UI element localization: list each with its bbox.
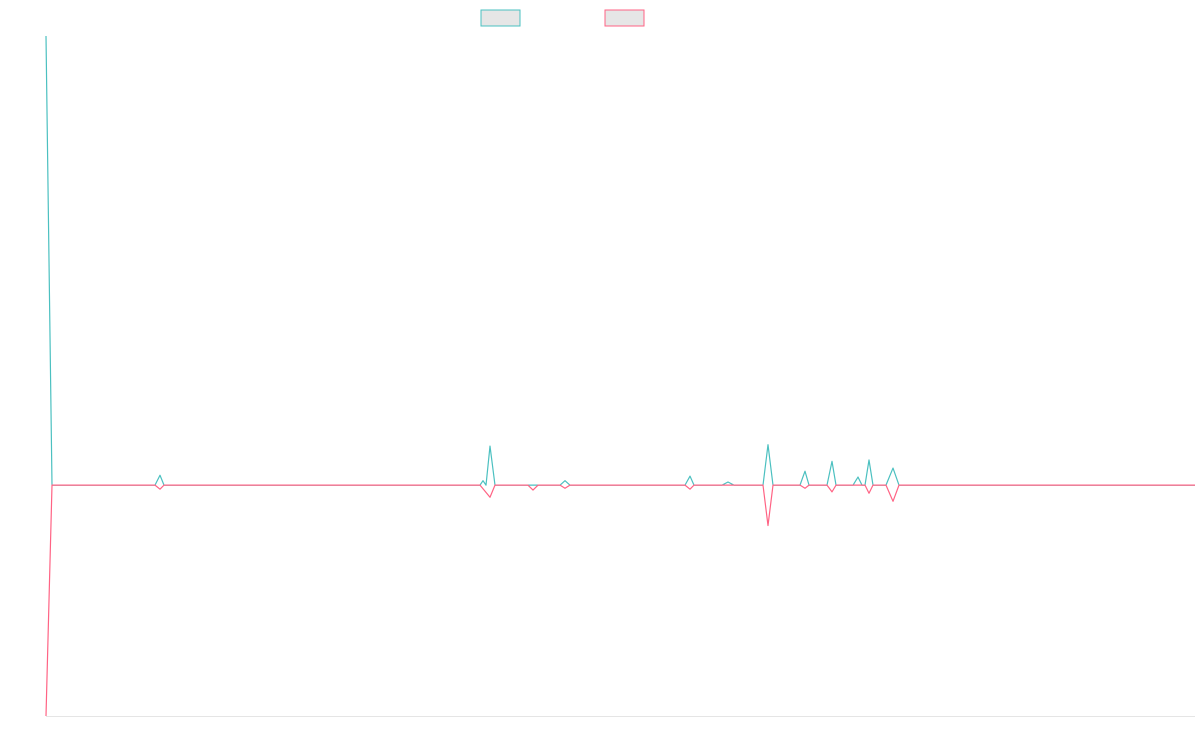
series-line — [45, 35, 1195, 486]
legend-swatch[interactable] — [480, 9, 521, 27]
legend-swatch[interactable] — [604, 9, 645, 27]
series-line — [45, 484, 1195, 717]
